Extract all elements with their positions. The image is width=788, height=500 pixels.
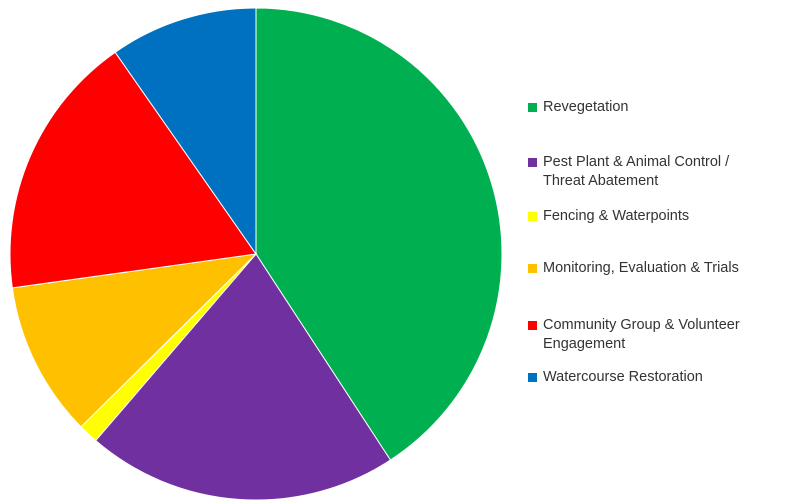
legend-swatch	[528, 321, 537, 330]
pie-slice-1	[255, 7, 503, 461]
legend-item: Pest Plant & Animal Control / Threat Aba…	[528, 153, 729, 191]
legend-swatch	[528, 212, 537, 221]
legend-swatch	[528, 158, 537, 167]
legend-item: Community Group & Volunteer Engagement	[528, 316, 740, 354]
legend-swatch	[528, 373, 537, 382]
chart-legend: Revegetation Pest Plant & Animal Control …	[528, 0, 788, 500]
legend-item: Monitoring, Evaluation & Trials	[528, 259, 739, 278]
legend-label: Pest Plant & Animal Control / Threat Aba…	[543, 154, 730, 189]
legend-label: Community Group & Volunteer Engagement	[543, 317, 740, 352]
legend-swatch	[528, 264, 537, 273]
legend-item: Fencing & Waterpoints	[528, 207, 689, 226]
pie-slice-5	[9, 51, 257, 289]
pie-slice-2	[94, 253, 392, 500]
pie-slice-6	[114, 7, 257, 256]
legend-label: Revegetation	[543, 99, 629, 115]
legend-swatch	[528, 103, 537, 112]
pie-slice-4	[11, 253, 258, 428]
legend-label: Fencing & Waterpoints	[543, 208, 690, 224]
legend-label: Watercourse Restoration	[543, 369, 703, 385]
legend-item: Watercourse Restoration	[528, 368, 703, 387]
legend-label: Monitoring, Evaluation & Trials	[543, 260, 739, 276]
legend-item: Revegetation	[528, 98, 628, 117]
